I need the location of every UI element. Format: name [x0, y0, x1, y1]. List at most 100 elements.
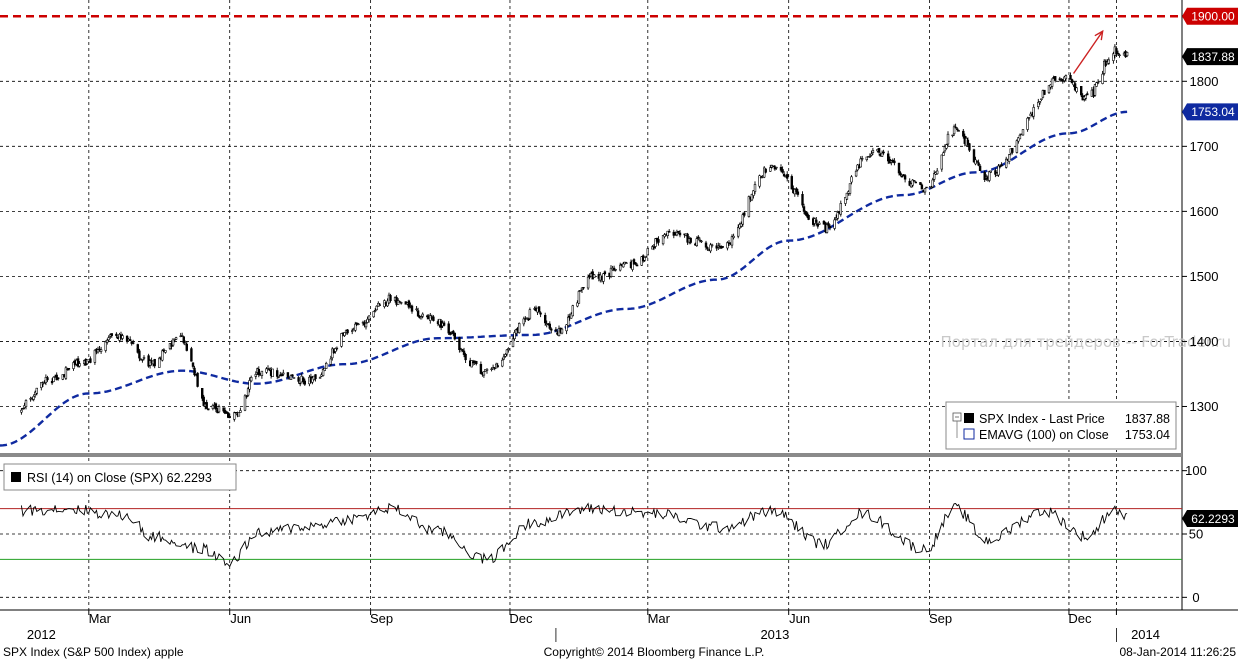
x-month-label: Sep — [929, 611, 952, 626]
price-candle — [816, 222, 820, 229]
price-candle — [181, 332, 184, 337]
candle-body — [914, 181, 918, 184]
price-candle — [20, 408, 23, 415]
candle-body — [586, 276, 590, 289]
candle-body — [234, 411, 237, 414]
candle-body — [1004, 158, 1008, 168]
candle-body — [730, 236, 734, 246]
price-candle — [845, 192, 849, 201]
price-candle — [741, 212, 745, 227]
candle-body — [1054, 76, 1057, 81]
price-candle — [324, 361, 328, 369]
price-candle — [698, 237, 702, 243]
price-candle — [234, 411, 237, 414]
candle-body — [618, 264, 622, 271]
price-candle — [245, 395, 248, 399]
x-year-label: 2012 — [27, 627, 56, 642]
candle-body — [334, 348, 337, 352]
candle-body — [1086, 93, 1089, 96]
price-candle — [173, 338, 176, 343]
price-legend-box — [945, 401, 1177, 450]
candle-body — [329, 358, 332, 365]
price-candle — [346, 329, 349, 335]
candle-body — [951, 134, 954, 137]
price-candle — [732, 233, 735, 240]
candle-body — [1018, 134, 1022, 140]
candle-body — [416, 310, 420, 317]
candle-body — [955, 128, 959, 130]
price-candle — [943, 144, 947, 153]
candle-body — [571, 305, 575, 317]
price-candle — [67, 367, 71, 371]
price-candle — [479, 361, 483, 375]
price-candle — [311, 376, 314, 385]
price-candle — [46, 375, 49, 382]
candle-body — [695, 238, 699, 246]
price-candle — [174, 336, 178, 340]
price-candle — [350, 328, 354, 335]
candle-body — [945, 144, 948, 149]
rsi-last-tag-text: 62.2293 — [1191, 512, 1235, 526]
price-candle — [706, 246, 709, 251]
price-candle — [769, 164, 772, 172]
candle-body — [43, 382, 46, 384]
candle-body — [24, 400, 28, 407]
candle-body — [903, 175, 907, 180]
price-candle — [250, 375, 253, 383]
price-candle — [1021, 129, 1025, 136]
candle-body — [447, 323, 450, 334]
candle-body — [89, 358, 92, 363]
candle-body — [96, 349, 100, 353]
candle-body — [1064, 75, 1068, 80]
candle-body — [983, 172, 986, 181]
candle-body — [217, 406, 221, 413]
price-candle — [524, 316, 527, 323]
candle-body — [419, 316, 423, 320]
candle-body — [1021, 129, 1025, 136]
price-candle — [399, 301, 403, 305]
candle-body — [582, 286, 585, 289]
price-candle — [709, 242, 712, 254]
price-candle — [822, 220, 826, 225]
candle-body — [1073, 83, 1077, 91]
price-candle — [171, 338, 175, 347]
candle-body — [448, 331, 452, 335]
price-candle — [782, 171, 786, 177]
candle-body — [897, 162, 901, 174]
price-candle — [1096, 79, 1100, 85]
price-candle — [1017, 137, 1020, 144]
price-candle — [977, 159, 980, 167]
candle-body — [357, 323, 360, 325]
price-candle — [1000, 162, 1003, 167]
price-candle — [227, 411, 230, 419]
price-candle — [833, 217, 836, 231]
candle-body — [372, 311, 375, 318]
candle-body — [410, 305, 414, 312]
price-candle — [185, 341, 188, 352]
candle-body — [543, 314, 547, 324]
price-candle — [828, 224, 832, 231]
price-candle — [539, 311, 542, 318]
price-candle — [695, 236, 699, 247]
price-candle — [275, 367, 279, 380]
candle-body — [932, 173, 936, 180]
candle-body — [289, 375, 293, 380]
price-candle — [323, 367, 326, 372]
rsi-y-tick-label: 0 — [1192, 590, 1199, 605]
candle-body — [994, 170, 997, 175]
candle-body — [1093, 84, 1097, 96]
price-candle — [935, 168, 939, 175]
candle-body — [576, 302, 579, 307]
price-candle — [254, 371, 257, 380]
price-candle — [257, 366, 260, 378]
candle-body — [758, 175, 761, 187]
price-candle — [525, 317, 529, 320]
price-candle — [785, 171, 789, 182]
x-year-label: 2014 — [1131, 627, 1160, 642]
price-candle — [779, 164, 783, 173]
price-candle — [925, 186, 928, 189]
x-month-label: Jun — [789, 611, 810, 626]
price-candle — [205, 399, 208, 410]
candle-body — [900, 176, 904, 178]
price-candle — [335, 346, 339, 351]
